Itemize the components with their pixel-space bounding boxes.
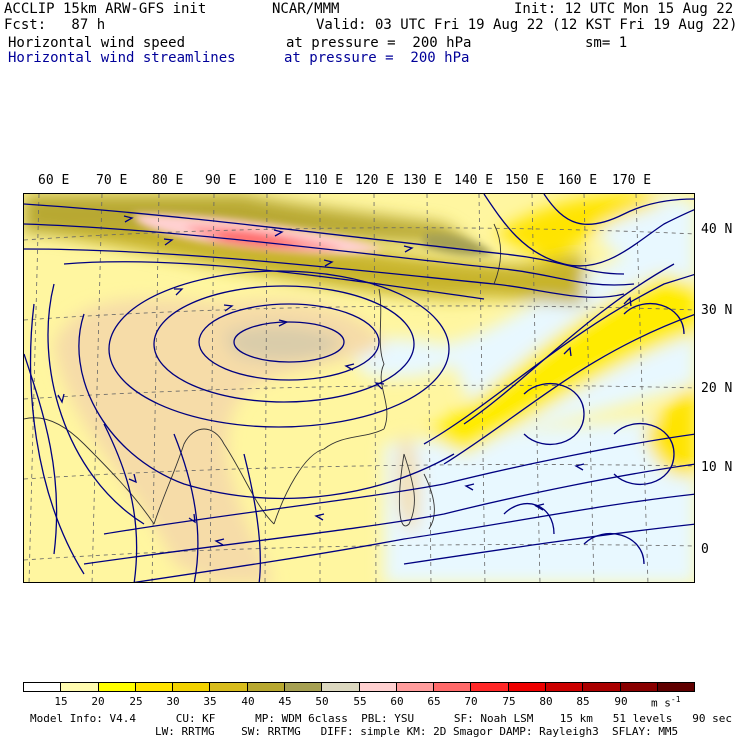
colorbar-swatch (508, 683, 546, 691)
colorbar-swatch (210, 683, 248, 691)
colorbar-units: m s-1 (651, 695, 681, 710)
colorbar-swatch (657, 683, 695, 691)
jet-core-shading (134, 213, 494, 257)
colorbar-tick-label: 75 (502, 695, 516, 708)
colorbar-swatch (173, 683, 211, 691)
lon-label: 140 E (454, 173, 494, 188)
lon-label: 70 E (96, 173, 128, 188)
colorbar-swatch (620, 683, 658, 691)
colorbar-tick-label: 40 (241, 695, 255, 708)
lon-label: 60 E (38, 173, 70, 188)
lon-label: 160 E (558, 173, 598, 188)
model-info-line2: LW: RRTMG SW: RRTMG DIFF: simple KM: 2D … (155, 725, 679, 738)
lon-label: 80 E (152, 173, 184, 188)
colorbar-swatch (61, 683, 99, 691)
center-label: NCAR/MMM (272, 1, 340, 17)
colorbar-swatch (396, 683, 435, 691)
wind-speed-colorbar (23, 682, 695, 692)
colorbar-swatch (98, 683, 136, 691)
colorbar-swatch (434, 683, 472, 691)
colorbar-tick-label: 20 (91, 695, 105, 708)
valid-time: Valid: 03 UTC Fri 19 Aug 22 (12 KST Fri … (316, 17, 738, 33)
colorbar-swatch (471, 683, 509, 691)
lat-label: 10 N (701, 460, 733, 475)
field1-name: Horizontal wind speed (8, 35, 186, 51)
colorbar-tick-label: 25 (129, 695, 143, 708)
lat-label: 40 N (701, 222, 733, 237)
lat-lon-grid (24, 194, 694, 582)
wind-speed-map (24, 194, 694, 582)
colorbar-swatch (322, 683, 360, 691)
forecast-hour: Fcst: 87 h (4, 17, 106, 33)
field2-name: Horizontal wind streamlines (8, 50, 236, 66)
colorbar-tick-label: 35 (203, 695, 217, 708)
colorbar-tick-label: 85 (576, 695, 590, 708)
colorbar-tick-label: 15 (54, 695, 68, 708)
map-panel (23, 193, 695, 583)
model-info-line1: Model Info: V4.4 CU: KF MP: WDM 6class P… (30, 712, 732, 725)
colorbar-tick-label: 65 (427, 695, 441, 708)
field2-level: at pressure = 200 hPa (284, 50, 470, 66)
lat-label: 30 N (701, 303, 733, 318)
model-title: ACCLIP 15km ARW-GFS init (4, 1, 207, 17)
init-time: Init: 12 UTC Mon 15 Aug 22 (514, 1, 734, 17)
colorbar-tick-label: 45 (278, 695, 292, 708)
colorbar-tick-label: 55 (353, 695, 367, 708)
colorbar-tick-label: 50 (315, 695, 329, 708)
lon-label: 110 E (304, 173, 344, 188)
lon-label: 170 E (612, 173, 652, 188)
colorbar-swatch (284, 683, 323, 691)
colorbar-swatch (24, 683, 62, 691)
lon-label: 120 E (355, 173, 395, 188)
colorbar-tick-label: 30 (166, 695, 180, 708)
streamlines (24, 194, 694, 582)
smoothing-label: sm= 1 (585, 35, 628, 51)
lat-label: 0 (701, 542, 709, 557)
lat-label: 20 N (701, 381, 733, 396)
colorbar-swatch (583, 683, 621, 691)
colorbar-tick-label: 60 (390, 695, 404, 708)
lon-label: 150 E (505, 173, 545, 188)
colorbar-swatch (247, 683, 285, 691)
colorbar-swatch (359, 683, 397, 691)
lon-label: 130 E (403, 173, 443, 188)
field1-level: at pressure = 200 hPa (286, 35, 472, 51)
colorbar-tick-label: 90 (614, 695, 628, 708)
colorbar-tick-label: 80 (539, 695, 553, 708)
colorbar-tick-label: 70 (464, 695, 478, 708)
colorbar-swatch (545, 683, 584, 691)
streamline-arrows (57, 215, 632, 546)
coastlines (24, 223, 502, 530)
lon-label: 100 E (253, 173, 293, 188)
lon-label: 90 E (205, 173, 237, 188)
colorbar-swatch (135, 683, 174, 691)
